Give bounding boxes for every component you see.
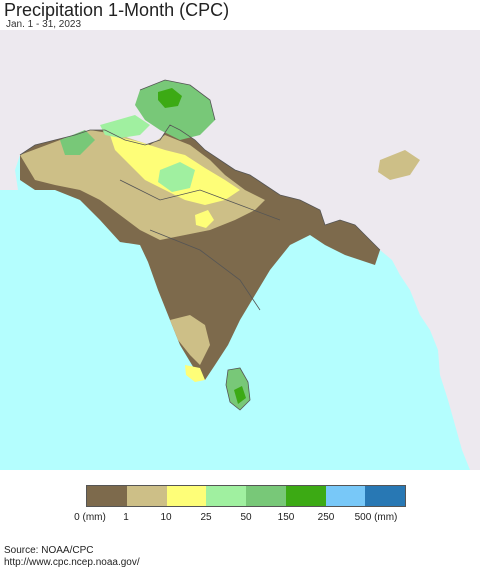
legend-swatch: [365, 486, 405, 506]
borders: [19, 79, 381, 411]
legend-label: 250: [317, 512, 335, 523]
srilanka-green: [234, 386, 246, 404]
lightgreen-central: [158, 162, 195, 192]
source-credit: Source: NOAA/CPC http://www.cpc.ncep.noa…: [4, 545, 140, 569]
legend-label: 500 (mm): [354, 512, 398, 523]
land-outside-region: [0, 30, 480, 470]
yellow-south: [185, 365, 205, 382]
green-west: [60, 130, 95, 155]
legend-label: 50: [240, 512, 252, 523]
map-title: Precipitation 1-Month (CPC): [4, 0, 230, 20]
legend-colorbar: [86, 485, 406, 507]
legend-label: 25: [200, 512, 212, 523]
legend-label: 1: [123, 512, 129, 523]
source-url: http://www.cpc.ncep.noaa.gov/: [4, 557, 140, 568]
green-kashmir: [135, 80, 215, 140]
light-south: [170, 315, 210, 365]
legend-swatch: [206, 486, 246, 506]
legend-swatch: [246, 486, 286, 506]
map-subtitle: Jan. 1 - 31, 2023: [6, 19, 82, 30]
darkgreen-kashmir: [158, 88, 182, 108]
legend-swatch: [325, 486, 366, 506]
legend-label: 10: [160, 512, 172, 523]
legend-label: 0 (mm): [74, 512, 106, 523]
legend-labels: 0 (mm) 1 10 25 50 150 250 500 (mm): [60, 512, 440, 526]
legend-swatch: [166, 486, 207, 506]
light-northeast: [378, 150, 420, 180]
legend-swatch: [87, 486, 127, 506]
legend-swatch: [285, 486, 326, 506]
source-line: Source: NOAA/CPC: [4, 545, 94, 556]
yellow-spot-central: [195, 210, 214, 228]
precipitation-map: [0, 30, 480, 470]
legend-swatch: [126, 486, 167, 506]
lightgreen-band: [100, 115, 150, 138]
legend-label: 150: [277, 512, 295, 523]
